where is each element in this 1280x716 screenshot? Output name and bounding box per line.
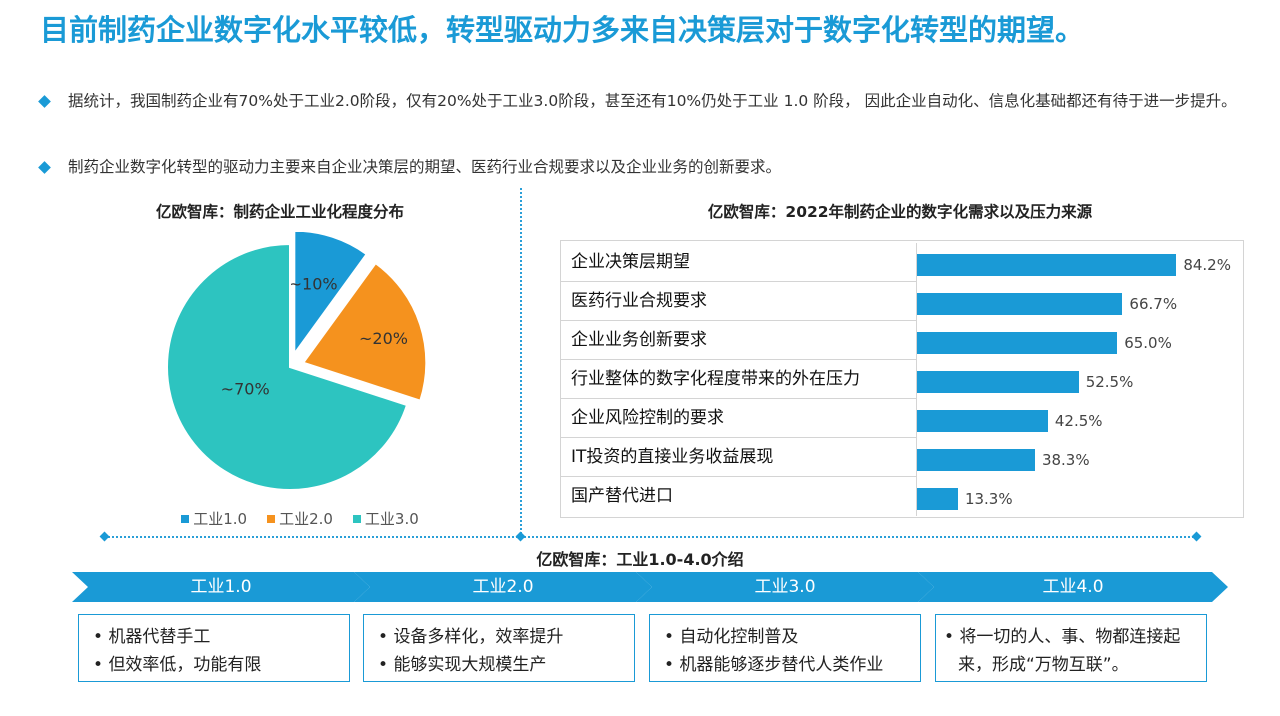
bar-chart-title: 亿欧智库：2022年制药企业的数字化需求以及压力来源: [707, 203, 1093, 221]
divider-dot: [515, 531, 526, 542]
bar-category-label: 医药行业合规要求: [561, 282, 917, 321]
bar-cell: 65.0%: [917, 321, 1245, 360]
bar-row: 医药行业合规要求 66.7%: [561, 282, 1245, 321]
pie-legend: 工业1.0 工业2.0 工业3.0: [150, 508, 450, 529]
page-title: 目前制药企业数字化水平较低，转型驱动力多来自决策层对于数字化转型的期望。: [40, 13, 1085, 47]
divider-dot: [1191, 531, 1202, 542]
bar-chart: 企业决策层期望 84.2% 医药行业合规要求 66.7% 企业业务创新要求 65.0% 行业…: [560, 240, 1244, 518]
bullet-text: 制药企业数字化转型的驱动力主要来自企业决策层的期望、医药行业合规要求以及企业业务…: [68, 158, 782, 176]
stage-point-text: 设备多样化，效率提升: [393, 627, 564, 647]
bar-cell: 13.3%: [917, 477, 1245, 516]
stage-box-2: • 设备多样化，效率提升 • 能够实现大规模生产: [363, 614, 635, 682]
pie-slice-3: [166, 242, 409, 491]
pie-chart-title: 亿欧智库：制药企业工业化程度分布: [155, 203, 404, 221]
stage-point-text: 将一切的人、事、物都连接起来，形成“万物互联”。: [958, 627, 1181, 675]
bar-category-label: 国产替代进口: [561, 477, 917, 516]
bar-cell: 52.5%: [917, 360, 1245, 399]
bar-cell: 84.2%: [917, 243, 1245, 282]
bar-value-label: 84.2%: [1183, 256, 1231, 274]
stage-point: • 机器代替手工: [93, 627, 211, 647]
horizontal-divider: [105, 536, 1197, 538]
stage-point: • 机器能够逐步替代人类作业: [664, 655, 884, 675]
bar-category-label: 企业业务创新要求: [561, 321, 917, 360]
bar-category-label: 行业整体的数字化程度带来的外在压力: [561, 360, 917, 399]
bar-mark: [917, 254, 1177, 276]
bar-mark: [917, 371, 1079, 393]
bar-row: IT投资的直接业务收益展现 38.3%: [561, 438, 1245, 477]
legend-item: 工业3.0: [352, 508, 419, 529]
vertical-divider: [520, 188, 522, 538]
stage-point-text: 自动化控制普及: [679, 627, 799, 647]
pie-slice-1: [293, 232, 369, 357]
stage-point: • 但效率低，功能有限: [93, 655, 262, 675]
stage-arrow-2: 工业2.0: [354, 572, 652, 602]
bar-value-label: 65.0%: [1124, 334, 1172, 352]
bar-row: 企业业务创新要求 65.0%: [561, 321, 1245, 360]
legend-label: 工业3.0: [364, 510, 419, 528]
legend-label: 工业1.0: [193, 510, 248, 528]
stage-box-3: • 自动化控制普及 • 机器能够逐步替代人类作业: [649, 614, 921, 682]
pie-chart: ~10% ~20% ~70%: [166, 232, 428, 491]
bar-mark: [917, 488, 958, 510]
divider-dot: [99, 531, 110, 542]
stages-title: 亿欧智库：工业1.0-4.0介绍: [536, 550, 744, 569]
stage-box-4: • 将一切的人、事、物都连接起来，形成“万物互联”。: [935, 614, 1207, 682]
stage-point-text: 机器代替手工: [108, 627, 211, 647]
stage-point: • 能够实现大规模生产: [378, 655, 547, 675]
bar-row: 行业整体的数字化程度带来的外在压力 52.5%: [561, 360, 1245, 399]
pie-slice-label: ~70%: [221, 379, 270, 398]
bar-row: 国产替代进口 13.3%: [561, 477, 1245, 516]
pie-slice-label: ~20%: [359, 329, 408, 348]
bar-mark: [917, 293, 1123, 315]
bar-value-label: 52.5%: [1085, 373, 1134, 391]
legend-swatch: [267, 514, 276, 523]
legend-swatch: [352, 514, 361, 523]
bar-mark: [917, 449, 1035, 471]
bar-value-label: 42.5%: [1054, 412, 1103, 430]
pie-slice-2: [301, 261, 428, 402]
bar-cell: 42.5%: [917, 399, 1245, 438]
legend-item: 工业2.0: [267, 508, 333, 529]
bar-mark: [917, 332, 1118, 354]
stage-arrow-3: 工业3.0: [636, 572, 934, 602]
stage-point: • 自动化控制普及: [664, 627, 799, 647]
bar-category-label: IT投资的直接业务收益展现: [561, 438, 917, 477]
bar-value-label: 13.3%: [964, 490, 1013, 508]
bar-row: 企业决策层期望 84.2%: [561, 243, 1245, 282]
stage-point-text: 能够实现大规模生产: [393, 655, 547, 675]
legend-item: 工业1.0: [181, 508, 247, 529]
stage-box-1: • 机器代替手工 • 但效率低，功能有限: [78, 614, 350, 682]
bar-cell: 38.3%: [917, 438, 1245, 477]
bar-cell: 66.7%: [917, 282, 1245, 321]
bullet-item: 据统计，我国制药企业有70%处于工业2.0阶段，仅有20%处于工业3.0阶段，甚…: [38, 88, 1250, 115]
pie-slice-label: ~10%: [289, 274, 338, 293]
stage-point-text: 但效率低，功能有限: [108, 655, 262, 675]
legend-swatch: [181, 514, 190, 523]
bullet-item: 制药企业数字化转型的驱动力主要来自企业决策层的期望、医药行业合规要求以及企业业务…: [38, 154, 1250, 181]
legend-label: 工业2.0: [279, 510, 333, 528]
bar-mark: [917, 410, 1048, 432]
stage-point-text: 机器能够逐步替代人类作业: [679, 655, 884, 675]
stage-arrow-1: 工业1.0: [72, 572, 370, 602]
bar-row: 企业风险控制的要求 42.5%: [561, 399, 1245, 438]
stage-point: • 设备多样化，效率提升: [378, 627, 564, 647]
bar-category-label: 企业决策层期望: [561, 243, 917, 282]
stage-arrow-4: 工业4.0: [918, 572, 1228, 602]
stage-point: • 将一切的人、事、物都连接起来，形成“万物互联”。: [944, 627, 1181, 675]
bar-value-label: 66.7%: [1129, 295, 1178, 313]
bar-value-label: 38.3%: [1041, 451, 1090, 469]
bullet-text: 据统计，我国制药企业有70%处于工业2.0阶段，仅有20%处于工业3.0阶段，甚…: [68, 92, 1237, 110]
bar-category-label: 企业风险控制的要求: [561, 399, 917, 438]
